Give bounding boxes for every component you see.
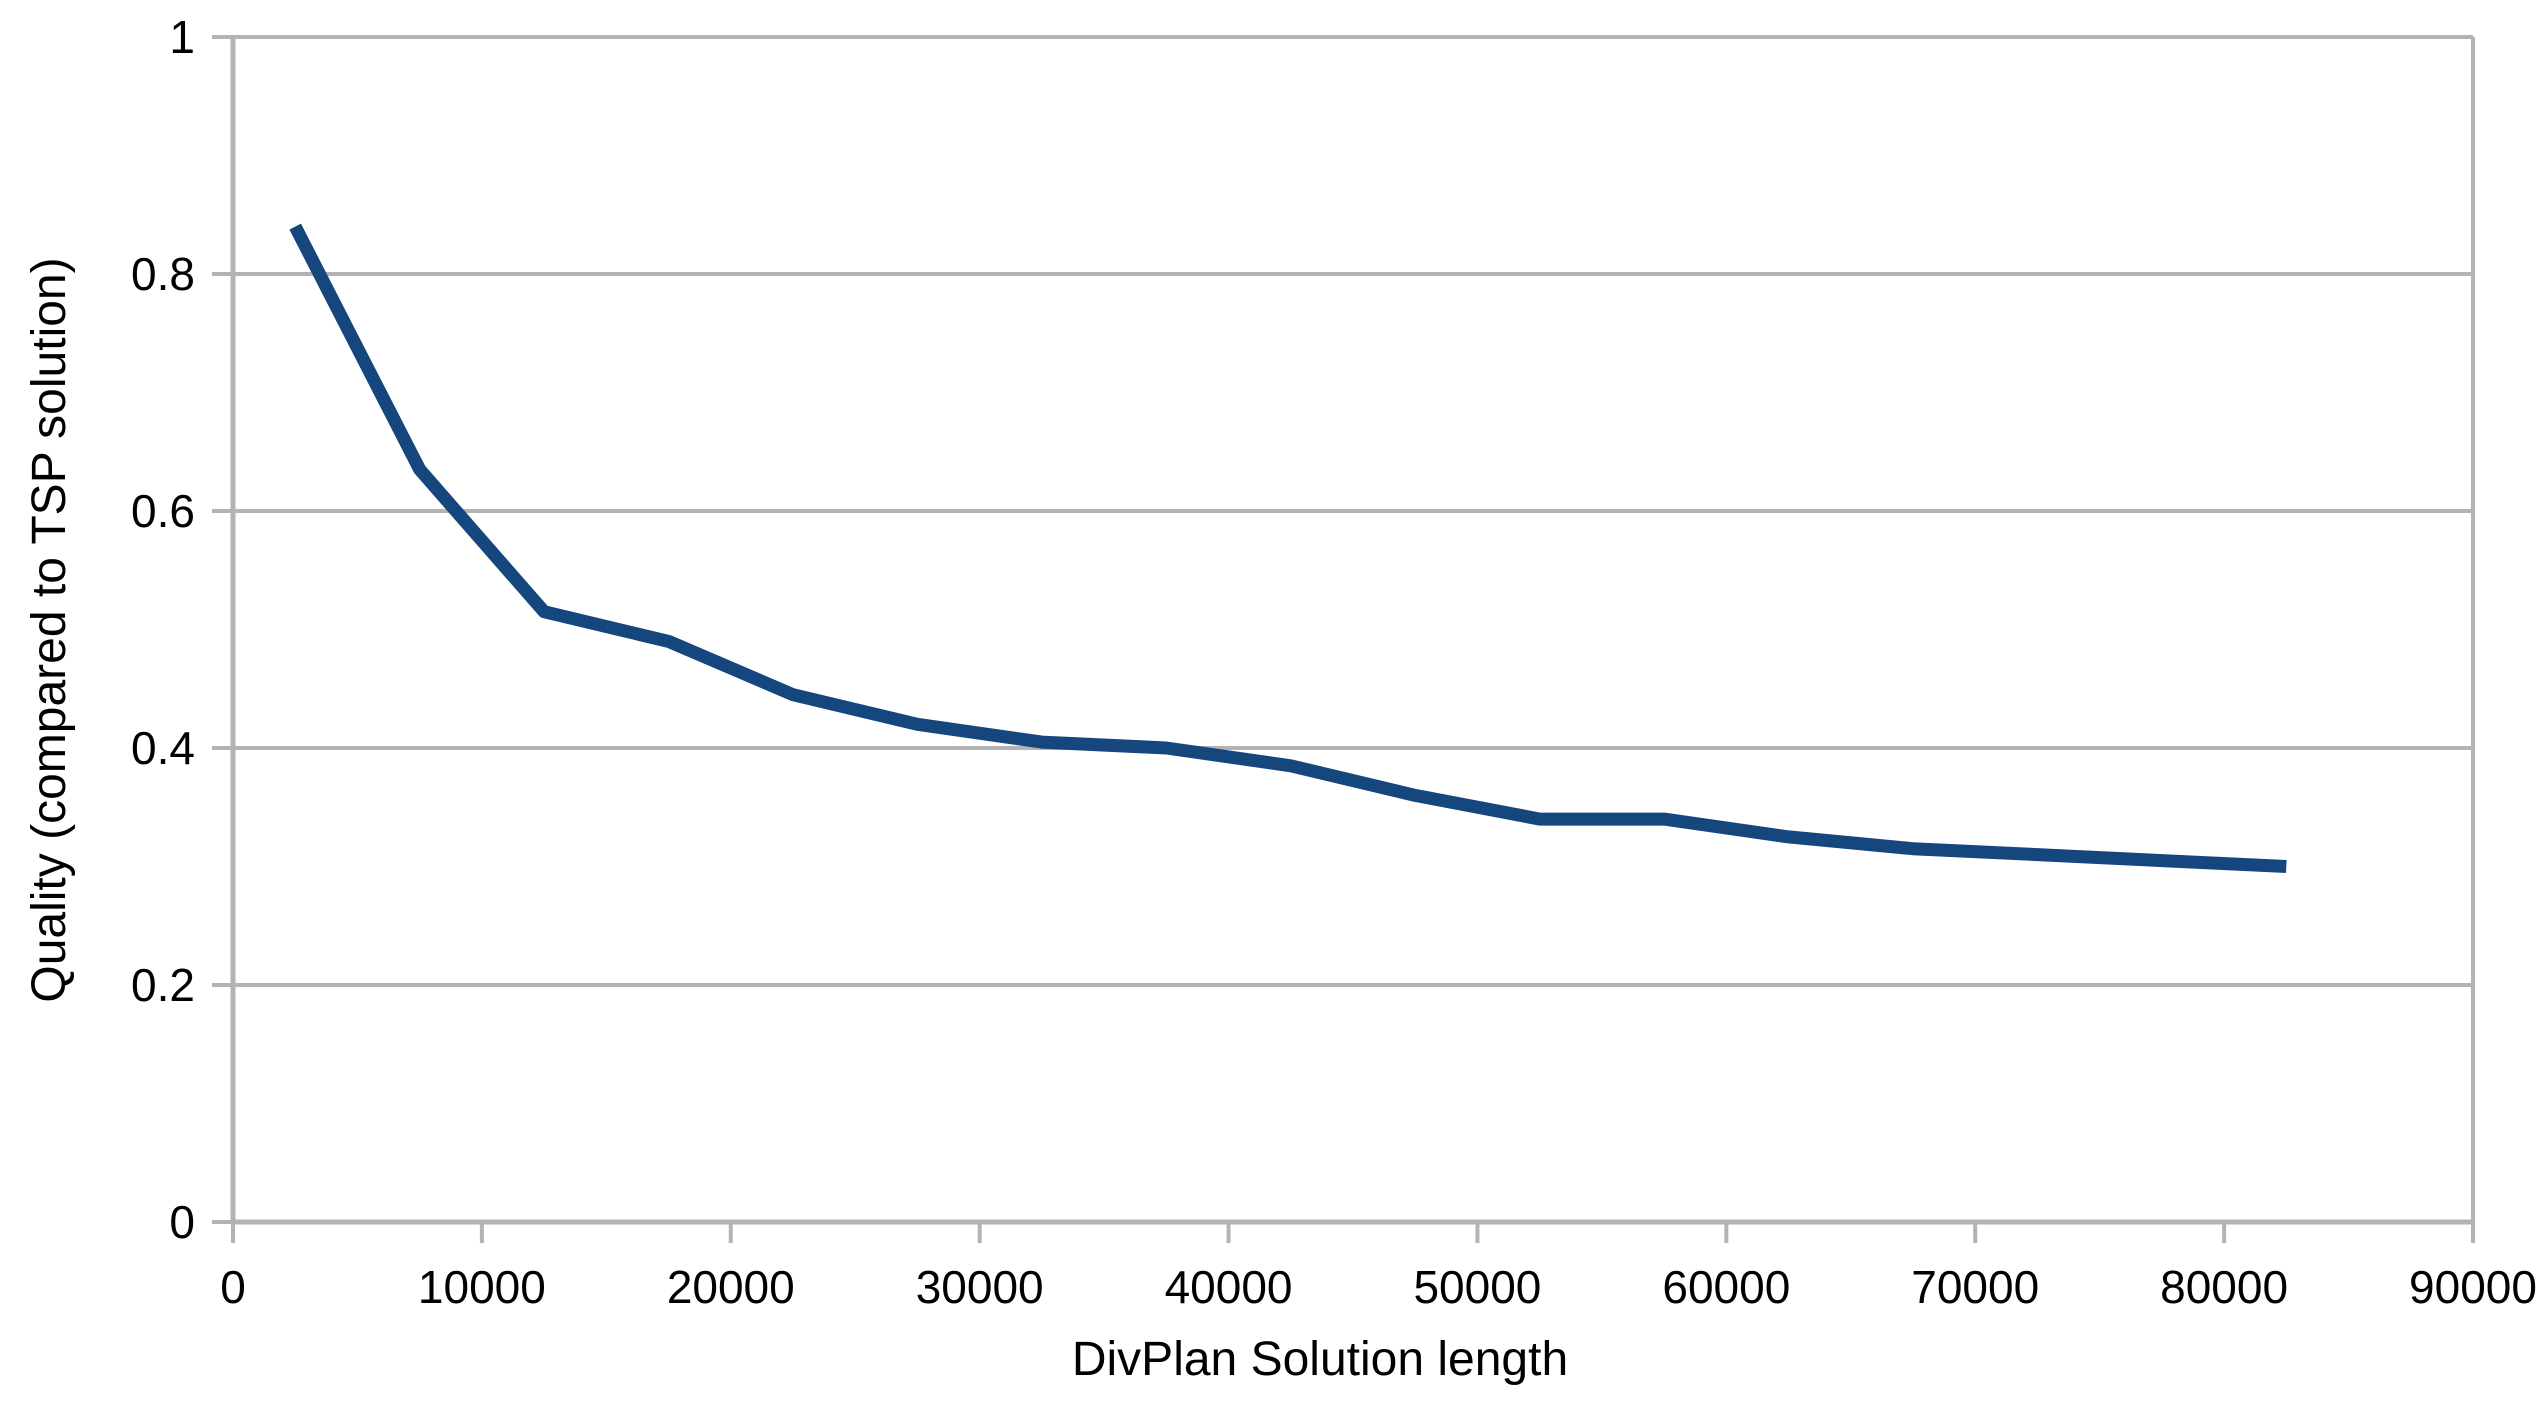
y-tick-label: 0.6 xyxy=(131,485,195,537)
x-tick-label: 80000 xyxy=(2160,1261,2288,1313)
y-tick-label: 0.2 xyxy=(131,959,195,1011)
x-tick-label: 10000 xyxy=(418,1261,546,1313)
x-tick-label: 50000 xyxy=(1413,1261,1541,1313)
x-axis-title: DivPlan Solution length xyxy=(1071,1333,1569,1386)
x-tick-label: 40000 xyxy=(1165,1261,1293,1313)
x-tick-label: 70000 xyxy=(1911,1261,2039,1313)
x-tick-label: 20000 xyxy=(667,1261,795,1313)
y-tick-label: 0 xyxy=(169,1196,195,1248)
x-tick-label: 90000 xyxy=(2409,1261,2537,1313)
x-tick-label: 30000 xyxy=(916,1261,1044,1313)
y-tick-label: 0.8 xyxy=(131,248,195,300)
y-tick-label: 1 xyxy=(169,11,195,63)
y-tick-label: 0.4 xyxy=(131,722,195,774)
x-tick-label: 60000 xyxy=(1662,1261,1790,1313)
y-axis-title: Quality (compared to TSP solution) xyxy=(23,257,76,1003)
x-tick-label: 0 xyxy=(220,1261,246,1313)
quality-line-series xyxy=(289,223,2287,873)
